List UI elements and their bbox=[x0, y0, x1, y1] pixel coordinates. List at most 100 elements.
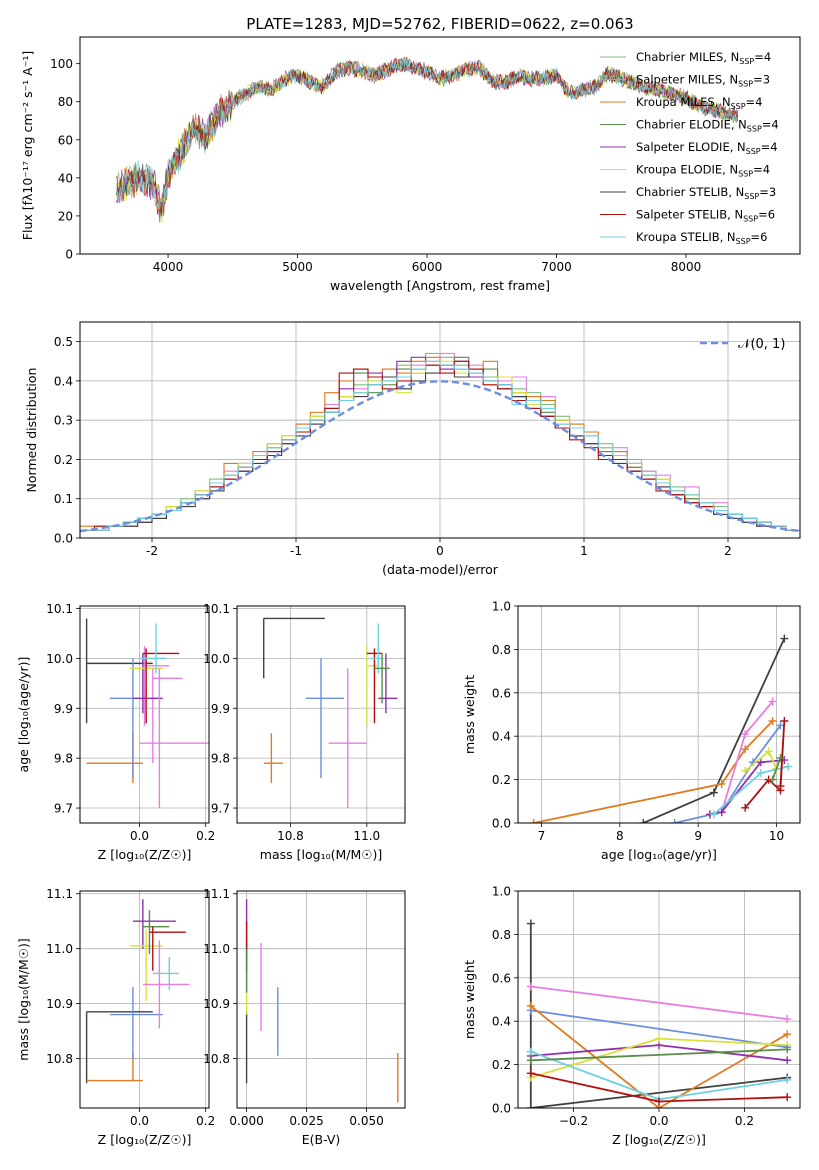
mass-weight-marker bbox=[717, 779, 726, 788]
y-tick-label: 0.0 bbox=[492, 817, 511, 831]
y-tick-label: 9.9 bbox=[54, 702, 73, 716]
mass-weight-marker bbox=[709, 788, 718, 797]
mass-weight-marker bbox=[526, 919, 535, 928]
mass-weight-marker bbox=[784, 762, 793, 771]
x-tick-label: 4000 bbox=[153, 260, 184, 274]
y-axis-label: Normed distribution bbox=[24, 368, 39, 493]
mass-weight-line bbox=[674, 724, 782, 823]
mass-vs-z-panel: 0.0 0.2 10.8 10.9 11.0 11.1 Z [log₁₀(Z/Z☉)] mas… bbox=[16, 887, 215, 1147]
x-tick-label: -2 bbox=[146, 544, 158, 558]
x-tick-label: −0.2 bbox=[559, 1114, 588, 1128]
y-tick-label: 0.4 bbox=[492, 730, 511, 744]
y-tick-label: 0.4 bbox=[54, 374, 73, 388]
y-tick-label: 0.5 bbox=[54, 335, 73, 349]
axes-frame: 0.0 0.2 10.8 10.9 11.0 11.1 Z [log₁₀(Z/Z☉)] mas… bbox=[16, 887, 215, 1147]
legend-label-tail: =4 bbox=[746, 95, 763, 109]
x-tick-label: 0.000 bbox=[229, 1114, 263, 1128]
x-tick-label: 7000 bbox=[541, 260, 572, 274]
legend-label: Salpeter ELODIE, NSSP=4 bbox=[636, 140, 778, 156]
y-tick-label: 10.9 bbox=[203, 997, 230, 1011]
mass-weight-marker bbox=[780, 634, 789, 643]
legend-label-sub: SSP bbox=[744, 192, 759, 201]
spectrum-line bbox=[115, 56, 739, 217]
axes-frame: −0.2 0.0 0.2 0.0 0.2 0.4 0.6 0.8 1.0 Z [log₁₀(Z/Z… bbox=[462, 885, 801, 1147]
mass-weight-marker bbox=[741, 730, 750, 739]
y-tick-label: 0.1 bbox=[54, 492, 73, 506]
legend-label-sub: SSP bbox=[736, 237, 751, 246]
y-tick-label: 20 bbox=[58, 209, 73, 223]
plot-area bbox=[85, 899, 190, 1084]
x-tick-label: 0.0 bbox=[649, 1114, 668, 1128]
x-tick-label: 0.0 bbox=[130, 1114, 149, 1128]
y-axis-label: mass [log₁₀(M/M☉)] bbox=[16, 938, 31, 1060]
legend-label: Kroupa MILES, NSSP=4 bbox=[636, 95, 762, 111]
figure-title: PLATE=1283, MJD=52762, FIBERID=0622, z=0… bbox=[246, 15, 633, 33]
mass-weight-marker bbox=[783, 1015, 792, 1024]
y-tick-label: 1.0 bbox=[492, 600, 511, 614]
y-tick-label: 11.0 bbox=[46, 942, 73, 956]
plot-area bbox=[80, 352, 800, 533]
y-tick-label: 0.6 bbox=[492, 971, 511, 985]
x-axis-label: Z [log₁₀(Z/Z☉)] bbox=[98, 847, 192, 862]
legend-label: Chabrier ELODIE, NSSP=4 bbox=[636, 118, 779, 134]
y-tick-label: 40 bbox=[58, 171, 73, 185]
y-tick-label: 10.1 bbox=[46, 602, 73, 616]
mass-weight-line bbox=[530, 985, 788, 1020]
mass-weight-marker bbox=[526, 982, 535, 991]
legend-label-sub: SSP bbox=[739, 57, 754, 66]
legend-label-main: Salpeter MILES, N bbox=[636, 73, 738, 87]
mass-weight-marker bbox=[741, 745, 750, 754]
mass-weight-marker bbox=[783, 1030, 792, 1039]
mass-weight-marker bbox=[526, 1056, 535, 1065]
legend-label: Chabrier MILES, NSSP=4 bbox=[636, 50, 771, 66]
y-tick-label: 9.9 bbox=[211, 702, 230, 716]
mass-weight-marker bbox=[768, 717, 777, 726]
y-tick-label: 60 bbox=[58, 133, 73, 147]
legend-label: 𝒩(0, 1) bbox=[738, 337, 785, 352]
mass-weight-marker bbox=[768, 775, 777, 784]
age-vs-mass-panel: 10.8 11.0 9.7 9.8 9.9 10.0 10.1 mass [log₁₀(M/M… bbox=[203, 602, 406, 862]
legend-label: Kroupa STELIB, NSSP=6 bbox=[636, 230, 767, 246]
legend-label-tail: =4 bbox=[762, 118, 779, 132]
mass-weight-marker bbox=[639, 819, 648, 823]
axes-frame: 0.0 0.2 9.7 9.8 9.9 10.0 10.1 Z [log₁₀(Z/Z☉)] ag… bbox=[16, 602, 215, 862]
y-tick-label: 10.0 bbox=[203, 652, 230, 666]
mass-weight-marker bbox=[709, 810, 718, 819]
mass-weight-marker bbox=[741, 766, 750, 775]
mass-weight-marker bbox=[783, 1093, 792, 1102]
x-tick-label: 11.0 bbox=[353, 829, 380, 843]
plot-area bbox=[115, 56, 739, 224]
y-tick-label: 11.0 bbox=[203, 942, 230, 956]
mass-weight-vs-z-panel: −0.2 0.0 0.2 0.0 0.2 0.4 0.6 0.8 1.0 Z [log₁₀(Z/Z… bbox=[462, 885, 801, 1147]
x-tick-label: 1 bbox=[580, 544, 588, 558]
mass-weight-marker bbox=[764, 747, 773, 756]
axes-frame: -2 -1 0 1 2 0.0 0.1 0.2 0.3 0.4 0.5 (data-model)/er… bbox=[24, 321, 801, 577]
y-tick-label: 0.3 bbox=[54, 414, 73, 428]
x-tick-label: 0.025 bbox=[289, 1114, 323, 1128]
mass-weight-line bbox=[771, 757, 782, 780]
mass-weight-marker bbox=[655, 1034, 663, 1043]
x-axis-label: E(B-V) bbox=[302, 1132, 341, 1147]
axes-frame: 4000 5000 6000 7000 8000 0 20 40 60 80 100 waveleng… bbox=[20, 36, 801, 293]
y-tick-label: 0.8 bbox=[492, 928, 511, 942]
mass-weight-line bbox=[709, 700, 774, 816]
x-tick-label: 0.2 bbox=[735, 1114, 754, 1128]
mass-weight-marker bbox=[717, 808, 726, 817]
mass-weight-marker bbox=[670, 819, 679, 823]
legend-label-main: Salpeter ELODIE, N bbox=[636, 140, 746, 154]
legend-label-tail: =3 bbox=[753, 73, 770, 87]
legend-label-tail: =4 bbox=[753, 163, 770, 177]
axes-frame: 7 8 9 10 0.0 0.2 0.4 0.6 0.8 1.0 age [log₁₀(age/yr… bbox=[462, 600, 801, 862]
y-tick-label: 9.7 bbox=[54, 802, 73, 816]
x-axis-label: age [log₁₀(age/yr)] bbox=[601, 847, 717, 862]
legend-label-sub: SSP bbox=[738, 170, 753, 179]
axes-box bbox=[79, 36, 801, 255]
legend-label-sub: SSP bbox=[738, 80, 753, 89]
y-tick-label: 100 bbox=[50, 57, 73, 71]
mass-weight-marker bbox=[756, 769, 765, 778]
x-tick-label: 2 bbox=[724, 544, 732, 558]
mass-weight-marker bbox=[768, 697, 777, 706]
axes-frame: 0.000 0.025 0.050 10.8 10.9 11.0 11.1 E(B-V) bbox=[203, 887, 406, 1147]
x-tick-label: 5000 bbox=[282, 260, 313, 274]
